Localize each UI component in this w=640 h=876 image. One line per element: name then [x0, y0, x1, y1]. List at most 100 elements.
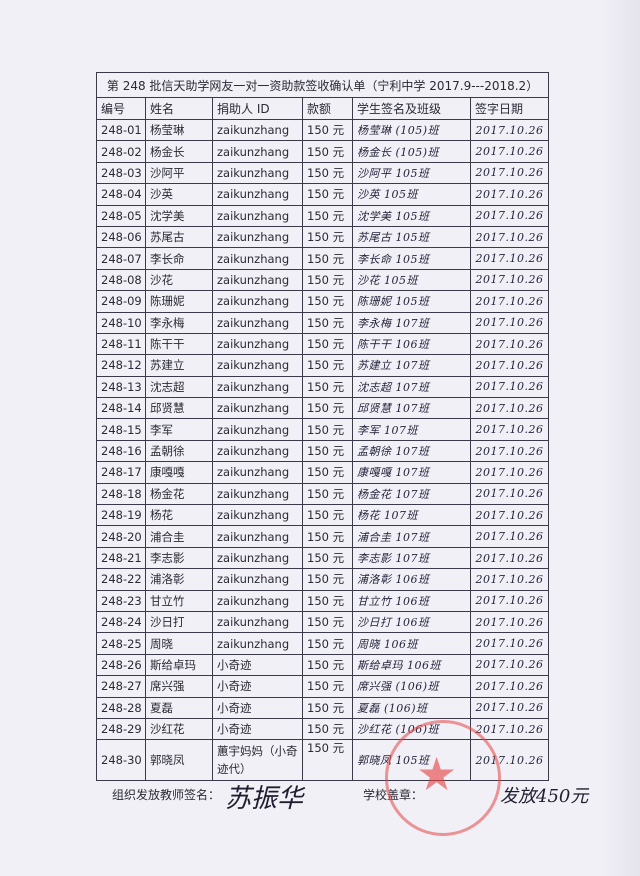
donor-id: zaikunzhang [212, 183, 303, 206]
amount: 150 元 [302, 653, 353, 677]
sign-date: 2017.10.26 [469, 696, 550, 719]
amount: 150 元 [302, 546, 353, 570]
row-id: 248-24 [96, 610, 146, 634]
student-name: 苏尾古 [145, 225, 213, 249]
student-name: 浦合圭 [145, 525, 213, 548]
sign-date: 2017.10.26 [469, 504, 550, 527]
student-signature: 陈珊妮 105班 [352, 290, 471, 313]
amount: 150 元 [302, 332, 353, 356]
row-id: 248-16 [96, 439, 146, 463]
student-name: 席兴强 [145, 675, 213, 698]
student-signature: 杨花 107班 [352, 504, 471, 527]
row-id: 248-06 [96, 225, 146, 249]
school-stamp: ★ [385, 720, 501, 836]
student-name: 陈干干 [145, 332, 213, 356]
row-id: 248-01 [96, 118, 146, 142]
donor-id: zaikunzhang [212, 332, 303, 356]
student-name: 李长命 [145, 247, 213, 270]
student-signature: 杨金花 107班 [352, 482, 471, 506]
table-row: 248-21 李志影 zaikunzhang 150 元李志影 107班 2017.10… [96, 546, 550, 570]
amount: 150 元 [302, 247, 353, 270]
table-row: 248-03 沙阿平 zaikunzhang 150 元沙阿平 105班 2017.10… [96, 161, 550, 185]
row-id: 248-22 [96, 568, 146, 591]
row-id: 248-25 [96, 632, 146, 655]
student-name: 杨金长 [145, 140, 213, 163]
table-row: 248-04 沙英 zaikunzhang 150 元沙英 105班 2017.10.2… [96, 183, 550, 206]
sign-date: 2017.10.26 [469, 140, 550, 163]
header-amount: 款额 [302, 97, 353, 120]
table-row: 248-11 陈干干 zaikunzhang 150 元陈干干 106班 2017.10… [96, 332, 550, 356]
row-id: 248-07 [96, 247, 146, 270]
student-name: 沈学美 [145, 204, 213, 227]
student-signature: 沙阿平 105班 [352, 161, 471, 185]
table-row: 248-12 苏建立 zaikunzhang 150 元苏建立 107班 2017.10… [96, 354, 550, 377]
donor-id: 小奇迹 [212, 653, 303, 677]
amount: 150 元 [302, 397, 353, 420]
row-id: 248-03 [96, 161, 146, 185]
donor-id: zaikunzhang [212, 204, 303, 227]
row-id: 248-04 [96, 183, 146, 206]
student-signature: 李长命 105班 [352, 247, 471, 270]
student-name: 斯给卓玛 [145, 653, 213, 677]
amount: 150 元 [302, 696, 353, 719]
donor-id: 小奇迹 [212, 717, 303, 741]
donor-id: zaikunzhang [212, 225, 303, 249]
stamp-star-icon: ★ [416, 747, 458, 801]
donor-id: zaikunzhang [212, 482, 303, 506]
student-name: 邱贤慧 [145, 397, 213, 420]
table-row: 248-05 沈学美 zaikunzhang 150 元沈学美 105班 2017.10… [96, 204, 550, 227]
sign-date: 2017.10.26 [469, 461, 550, 484]
student-signature: 康嘎嘎 107班 [352, 461, 471, 484]
row-id: 248-11 [96, 332, 146, 356]
donor-id: zaikunzhang [212, 268, 303, 292]
row-id: 248-09 [96, 290, 146, 313]
row-id: 248-19 [96, 504, 146, 527]
table-row: 248-06 苏尾古 zaikunzhang 150 元苏尾古 105班 2017.10… [96, 225, 550, 249]
sign-date: 2017.10.26 [469, 268, 550, 292]
row-id: 248-18 [96, 482, 146, 506]
amount: 150 元 [302, 354, 353, 377]
donor-id: zaikunzhang [212, 568, 303, 591]
student-name: 甘立竹 [145, 589, 213, 612]
sign-date: 2017.10.26 [469, 589, 550, 612]
student-signature: 沈志超 107班 [352, 375, 471, 399]
header-id: 编号 [96, 97, 146, 120]
sign-date: 2017.10.26 [469, 204, 550, 227]
student-name: 李军 [145, 418, 213, 441]
amount: 150 元 [302, 504, 353, 527]
student-signature: 沙英 105班 [352, 183, 471, 206]
amount: 150 元 [302, 461, 353, 484]
row-id: 248-10 [96, 311, 146, 334]
header-date: 签字日期 [469, 97, 550, 120]
donor-id: zaikunzhang [212, 118, 303, 142]
donor-id: zaikunzhang [212, 589, 303, 612]
sign-date: 2017.10.26 [469, 525, 550, 548]
sign-date: 2017.10.26 [469, 418, 550, 441]
donor-id: zaikunzhang [212, 418, 303, 441]
sign-date: 2017.10.26 [469, 632, 550, 655]
row-id: 248-28 [96, 696, 146, 719]
student-signature: 席兴强 (106)班 [352, 675, 471, 698]
document-title: 第 248 批信天助学网友一对一资助款签收确认单（宁利中学 2017.9---2… [95, 72, 550, 98]
row-id: 248-21 [96, 546, 146, 570]
student-name: 周晓 [145, 632, 213, 655]
sign-date: 2017.10.26 [469, 397, 550, 420]
student-name: 杨花 [145, 504, 213, 527]
student-name: 浦洛彰 [145, 568, 213, 591]
sign-date: 2017.10.26 [469, 375, 550, 399]
student-signature: 邱贤慧 107班 [352, 397, 471, 420]
student-signature: 苏建立 107班 [352, 354, 471, 377]
amount: 150 元 [302, 568, 353, 591]
amount: 150 元 [302, 418, 353, 441]
table-row: 248-25 周晓 zaikunzhang 150 元周晓 106班 2017.10.2… [96, 632, 550, 655]
donor-id: 小奇迹 [212, 696, 303, 719]
amount: 150 元 [302, 225, 353, 249]
student-name: 沈志超 [145, 375, 213, 399]
student-signature: 李志影 107班 [352, 546, 471, 570]
student-signature: 孟朝徐 107班 [352, 439, 471, 463]
teacher-signature-label: 组织发放教师签名： [112, 788, 221, 802]
header-donor: 捐助人 ID [212, 97, 303, 120]
student-signature: 沙日打 106班 [352, 610, 471, 634]
student-name: 杨莹琳 [145, 118, 213, 142]
donor-id: zaikunzhang [212, 632, 303, 655]
